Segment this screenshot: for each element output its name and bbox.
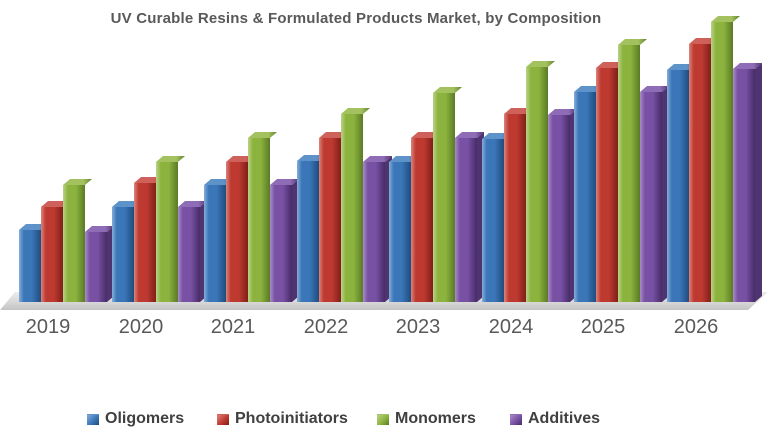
x-axis-label-2020: 2020: [118, 316, 164, 338]
bar-oligomers-2020: [112, 207, 134, 302]
bar-monomers-2023: [433, 93, 455, 302]
bar-photoinitiators-2024: [504, 114, 526, 302]
bar-photoinitiators-2026: [689, 44, 711, 302]
x-axis-label-2019: 2019: [25, 316, 71, 338]
x-axis-label-2022: 2022: [303, 316, 349, 338]
bar-monomers-2019: [63, 185, 85, 302]
bar-additives-2022: [363, 162, 385, 302]
chart-title: UV Curable Resins & Formulated Products …: [110, 10, 602, 27]
bar-monomers-2024: [526, 67, 548, 302]
bar-monomers-2020: [156, 162, 178, 302]
legend-marker-additives-icon: [510, 413, 522, 425]
bar-additives-2019: [85, 232, 107, 302]
bar-additives-2024: [548, 115, 570, 302]
bar-photoinitiators-2019: [41, 207, 63, 302]
bar-oligomers-2026: [667, 70, 689, 302]
bar-photoinitiators-2020: [134, 183, 156, 302]
bar-group-2026: [667, 0, 763, 310]
bar-oligomers-2022: [297, 161, 319, 302]
x-axis-label-2024: 2024: [488, 316, 534, 338]
bar-oligomers-2021: [204, 185, 226, 302]
legend-label-oligomers: Oligomers: [105, 410, 185, 427]
legend-label-monomers: Monomers: [395, 410, 476, 427]
x-axis-label-2026: 2026: [673, 316, 719, 338]
bar-monomers-2022: [341, 114, 363, 302]
x-axis-label-2023: 2023: [395, 316, 441, 338]
bar-monomers-2025: [618, 45, 640, 302]
bar-oligomers-2023: [389, 162, 411, 302]
bar-monomers-2026: [711, 22, 733, 302]
bar-additives-2023: [455, 138, 477, 302]
bar-oligomers-2019: [19, 230, 41, 302]
legend-marker-oligomers-icon: [87, 413, 99, 425]
legend-label-additives: Additives: [528, 410, 601, 427]
legend-item-additives: Additives: [510, 410, 600, 428]
x-axis-label-2021: 2021: [210, 316, 256, 338]
bar-photoinitiators-2023: [411, 138, 433, 302]
legend-marker-photoinitiators-icon: [217, 413, 229, 425]
x-axis-label-2025: 2025: [580, 316, 626, 338]
bar-photoinitiators-2022: [319, 138, 341, 302]
bar-oligomers-2024: [482, 139, 504, 302]
bar-additives-2020: [178, 207, 200, 302]
bar-group-2023: [389, 0, 485, 310]
bar-additives-2025: [640, 92, 662, 302]
bar-group-2024: [482, 0, 578, 310]
bar-additives-2021: [270, 185, 292, 302]
legend-item-oligomers: Oligomers: [87, 410, 184, 428]
plot-area: 2019 2020 2021 2022 2023 2024 2025 2026: [0, 0, 780, 340]
bar-oligomers-2025: [574, 92, 596, 302]
legend-item-photoinitiators: Photoinitiators: [217, 410, 348, 428]
bar-group-2022: [297, 0, 393, 310]
bar-group-2019: [19, 0, 115, 310]
legend-item-monomers: Monomers: [377, 410, 476, 428]
bar-group-2025: [574, 0, 670, 310]
bar-photoinitiators-2025: [596, 68, 618, 302]
bar-monomers-2021: [248, 138, 270, 302]
legend-marker-monomers-icon: [377, 413, 389, 425]
bar-additives-2026: [733, 69, 755, 302]
legend-label-photoinitiators: Photoinitiators: [235, 410, 348, 427]
chart-legend: Oligomers Photoinitiators Monomers Additive…: [0, 410, 780, 436]
bar-group-2021: [204, 0, 300, 310]
bar-photoinitiators-2021: [226, 162, 248, 302]
bar-group-2020: [112, 0, 208, 310]
